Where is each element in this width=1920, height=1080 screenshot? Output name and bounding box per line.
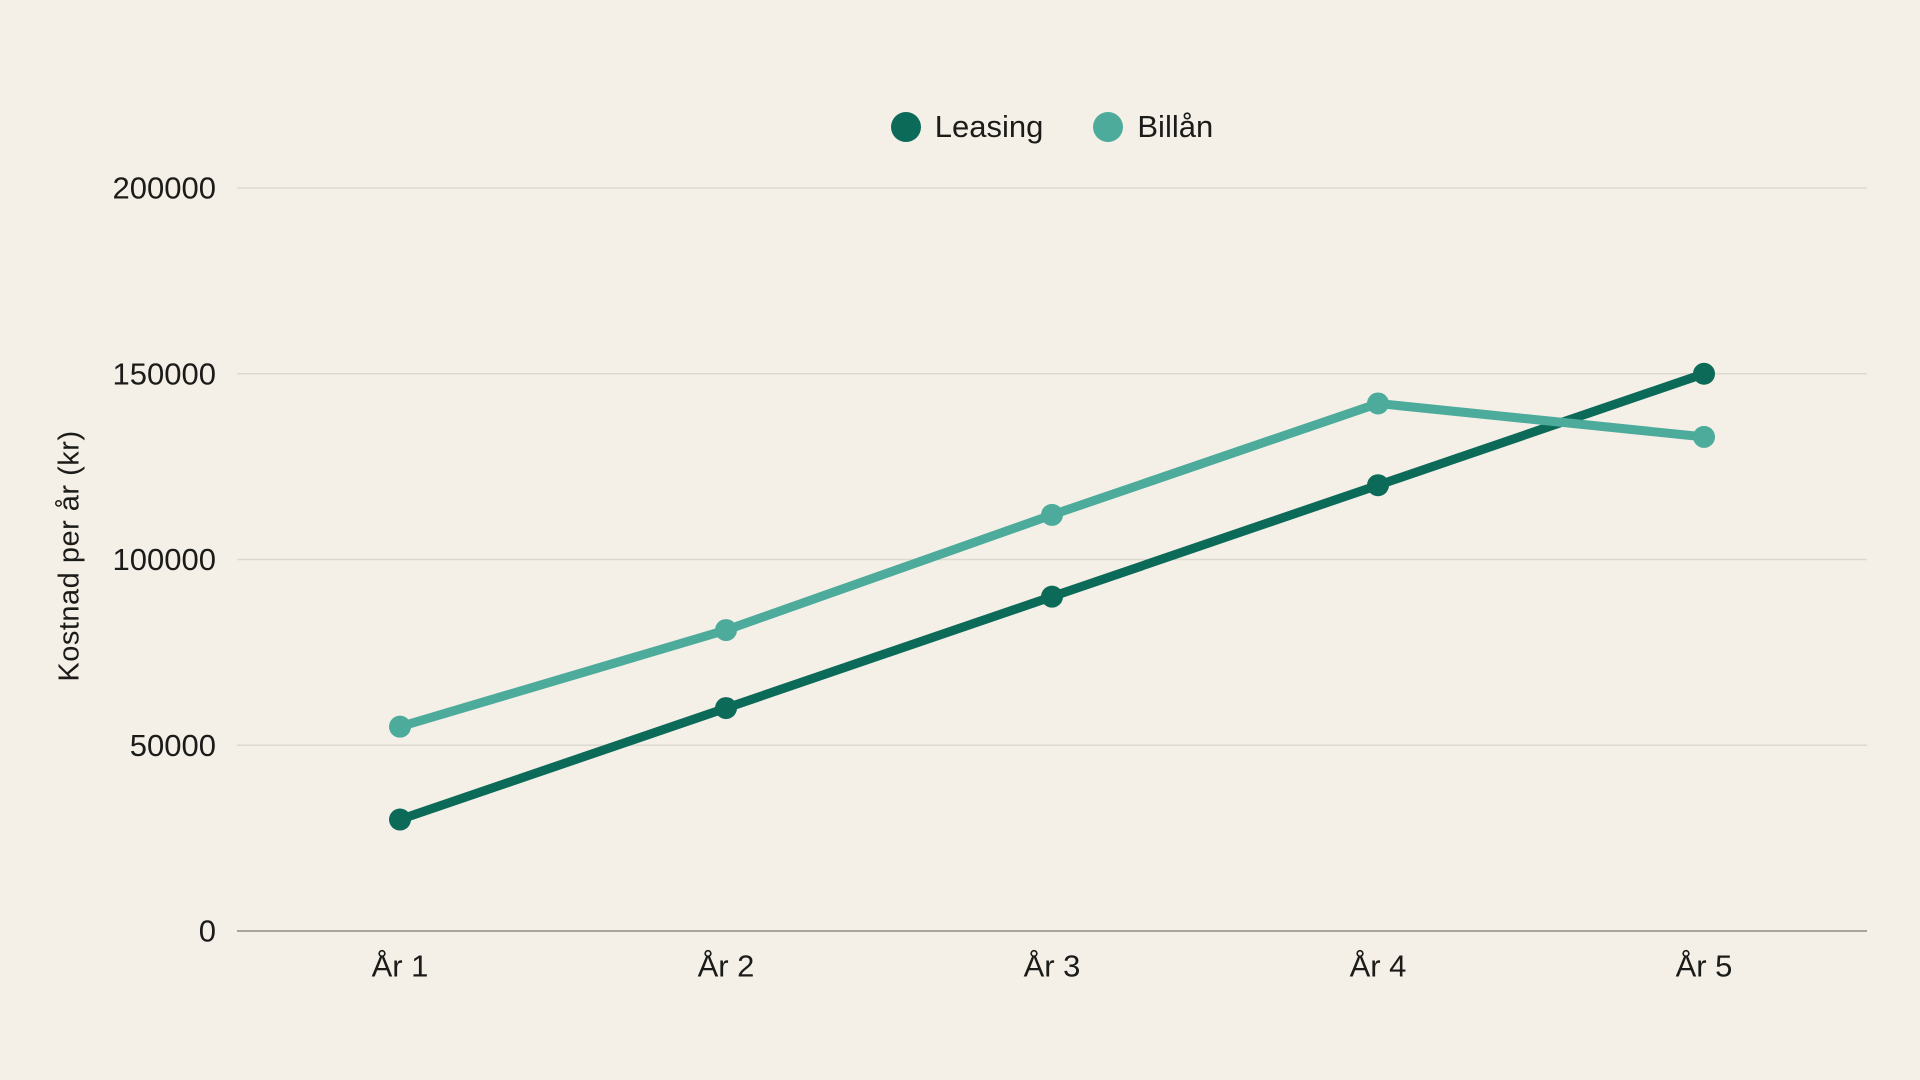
x-tick-label: År 2 (698, 949, 755, 984)
x-tick-label: År 5 (1676, 949, 1733, 984)
legend-label-leasing: Leasing (934, 109, 1044, 144)
legend-item-billan[interactable]: Billån (1093, 109, 1213, 145)
data-point-leasing[interactable] (1693, 362, 1715, 385)
data-point-bill-n[interactable] (715, 619, 737, 642)
x-tick-label: År 1 (372, 949, 429, 984)
leasing-series-dot-icon (890, 112, 921, 142)
y-tick-label: 100000 (113, 542, 216, 577)
data-point-leasing[interactable] (1367, 474, 1389, 497)
data-point-bill-n[interactable] (1041, 503, 1063, 526)
y-tick-label: 150000 (113, 356, 216, 391)
data-point-leasing[interactable] (1041, 585, 1063, 608)
y-tick-label: 0 (199, 914, 216, 949)
legend-label-billan: Billån (1137, 109, 1214, 144)
legend-item-leasing[interactable]: Leasing (890, 109, 1044, 145)
data-point-leasing[interactable] (389, 808, 411, 831)
billan-series-dot-icon (1093, 112, 1124, 142)
y-tick-label: 200000 (113, 171, 216, 206)
data-point-bill-n[interactable] (389, 715, 411, 738)
chart-legend: Leasing Billån (237, 109, 1867, 145)
x-tick-label: År 3 (1024, 949, 1081, 984)
data-point-bill-n[interactable] (1693, 425, 1715, 448)
x-tick-label: År 4 (1350, 949, 1407, 984)
y-tick-label: 50000 (130, 728, 216, 763)
data-point-leasing[interactable] (715, 697, 737, 720)
data-point-bill-n[interactable] (1367, 392, 1389, 415)
series-line-bill-n (395, 398, 1709, 732)
